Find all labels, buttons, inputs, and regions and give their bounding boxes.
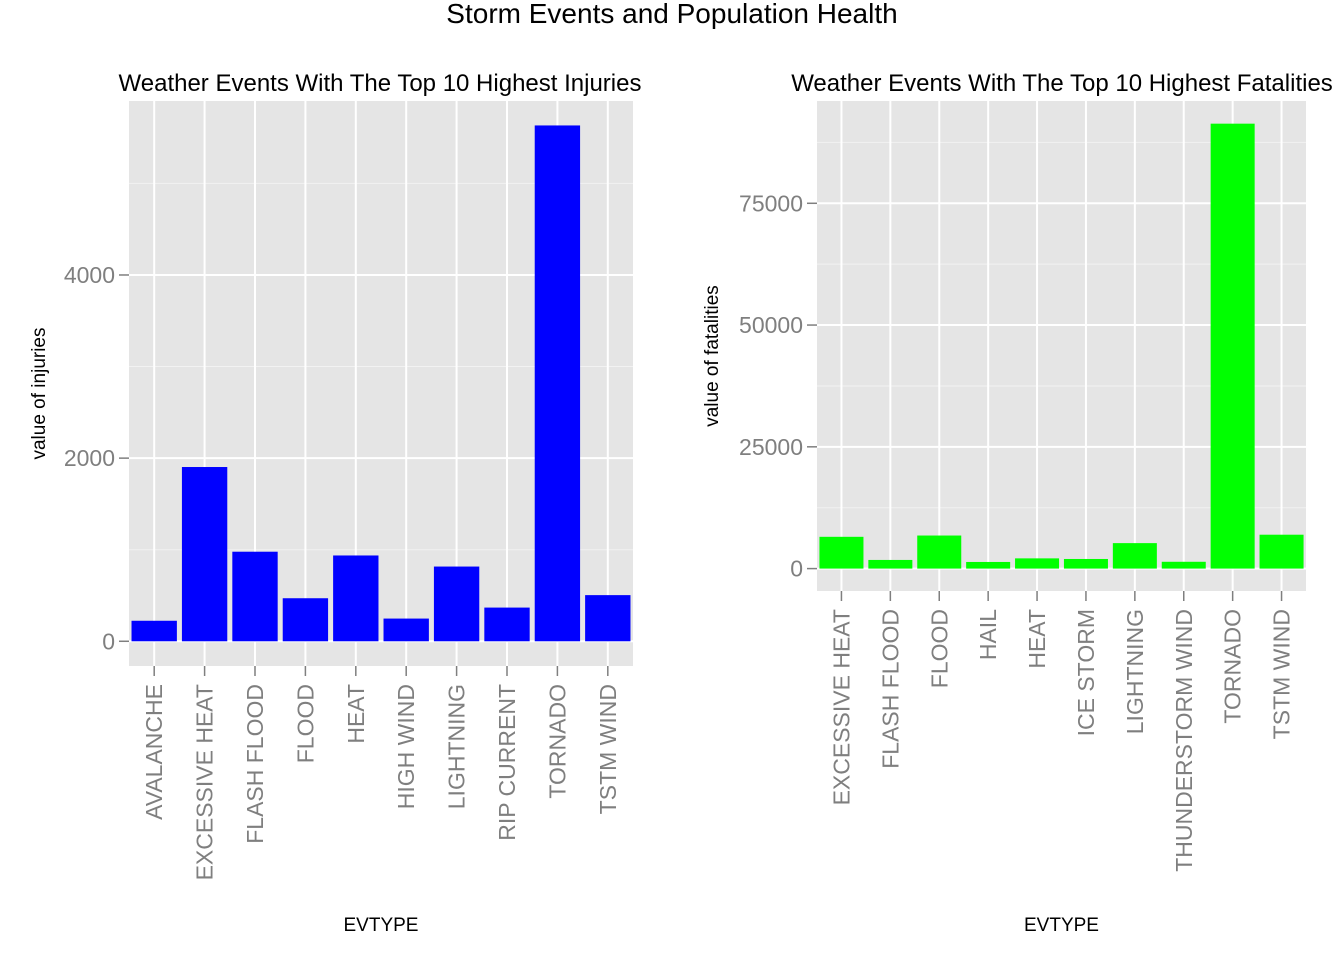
bar-rip-current [484,607,530,642]
bar-high-wind [383,618,429,642]
x-category-label: TORNADO [544,684,570,799]
x-category-label: TORNADO [1220,609,1246,724]
bar-flood [282,598,329,642]
x-category-label: HEAT [1024,609,1050,669]
bar-avalanche [131,620,177,642]
y-tick-label: 50000 [739,312,803,338]
injuries-chart: 0 2000 4000 AVALANCHE EXCESSIVE HEAT FLASH FL… [29,70,641,936]
x-category-label: EXCESSIVE HEAT [828,609,854,805]
bar-thunderstorm-wind [1161,561,1206,569]
y-tick-label: 4000 [64,262,115,288]
x-category-label: FLASH FLOOD [242,684,268,844]
x-category-label: AVALANCHE [141,684,167,820]
x-category-label: FLOOD [926,609,952,688]
y-tick-label: 0 [102,628,115,654]
x-category-label: RIP CURRENT [494,684,520,841]
fatalities-chart: 0 25000 50000 75000 EXCESSIVE HEAT FLASH FLOO… [702,70,1333,936]
fatalities-chart-title: Weather Events With The Top 10 Highest F… [791,70,1333,97]
bar-tstm-wind [1259,534,1304,569]
x-category-label: ICE STORM [1073,609,1099,736]
bar-excessive-heat [181,467,228,642]
x-category-label: LIGHTNING [1122,609,1148,734]
y-tick-label: 0 [790,556,803,582]
x-category-label: FLASH FLOOD [877,609,903,769]
x-category-label: TSTM WIND [595,684,621,814]
bar-ice-storm [1063,558,1108,569]
bar-flash-flood [868,559,913,569]
injuries-chart-title: Weather Events With The Top 10 Highest I… [119,70,642,97]
x-category-label: THUNDERSTORM WIND [1171,609,1197,872]
bar-flood [917,535,962,569]
x-category-label: LIGHTNING [444,684,470,809]
x-category-label: HEAT [343,684,369,744]
x-category-label: HAIL [975,609,1001,660]
bar-lightning [433,566,480,642]
figure-title: Storm Events and Population Health [446,0,897,29]
y-tick-label: 75000 [739,190,803,216]
bar-flash-flood [232,551,278,642]
y-tick-label: 2000 [64,445,115,471]
bar-heat [333,555,379,642]
bar-tstm-wind [585,595,631,642]
x-category-label: FLOOD [292,684,318,763]
bar-tornado [534,125,581,642]
bar-excessive-heat [819,536,864,569]
x-axis-title: EVTYPE [1024,915,1099,936]
bar-heat [1015,558,1060,569]
x-axis-title: EVTYPE [344,915,419,936]
x-category-label: EXCESSIVE HEAT [192,684,218,880]
x-category-label: TSTM WIND [1269,609,1295,739]
y-axis-title: value of fatalities [702,285,723,427]
bar-lightning [1112,543,1157,569]
y-tick-label: 25000 [739,434,803,460]
bar-tornado [1210,123,1255,569]
y-axis-title: value of injuries [29,327,50,459]
x-category-label: HIGH WIND [393,684,419,809]
bar-hail [966,561,1011,569]
